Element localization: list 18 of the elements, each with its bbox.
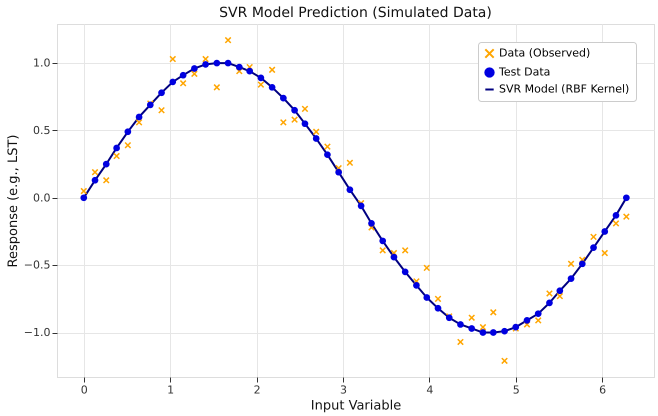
x-tick-label: 1 [167,384,174,396]
y-tick-label: 0.5 [33,124,50,137]
y-tick-label: 1.0 [33,56,50,70]
y-tick-label: −0.5 [24,258,50,272]
chart-title: SVR Model Prediction (Simulated Data) [219,5,492,21]
x-tick-label: 3 [340,384,347,396]
x-tick-label: 4 [426,384,434,396]
x-tick-label: 5 [512,384,520,396]
x-tick-label: 2 [254,384,261,396]
legend-label: Test Data [498,66,550,78]
x-tick-label: 6 [599,384,606,396]
legend-label: Data (Observed) [499,46,590,60]
x-tick-label: 0 [80,384,88,396]
y-tick-label: −1.0 [24,326,50,340]
y-axis-title: Response (e.g., LST) [6,134,21,268]
legend-label: SVR Model (RBF Kernel) [499,82,630,96]
y-tick-label: 0.0 [33,191,50,204]
x-axis-title: Input Variable [310,398,402,414]
